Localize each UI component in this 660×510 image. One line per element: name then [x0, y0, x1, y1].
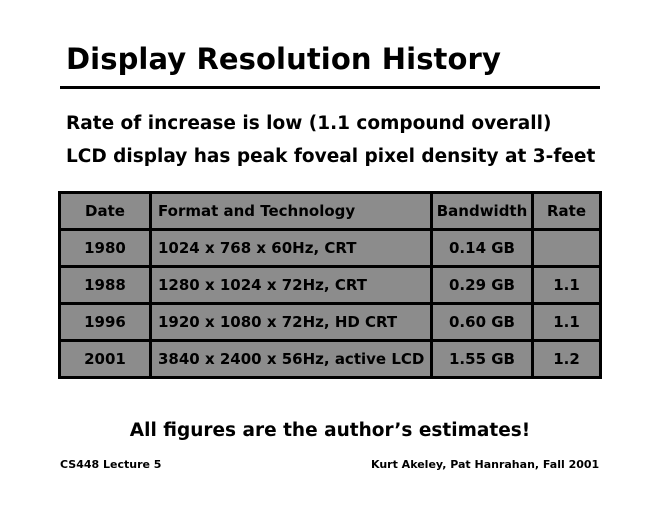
- cell-format: 1920 x 1080 x 72Hz, HD CRT: [149, 302, 433, 342]
- cell-rate: 1.2: [531, 339, 602, 379]
- cell-date: 1996: [58, 302, 152, 342]
- slide-title: Display Resolution History: [66, 42, 501, 76]
- footer-authors: Kurt Akeley, Pat Hanrahan, Fall 2001: [371, 458, 600, 471]
- cell-bandwidth: 0.29 GB: [430, 265, 534, 305]
- header-date: Date: [58, 191, 152, 231]
- table-row: 1996 1920 x 1080 x 72Hz, HD CRT 0.60 GB …: [58, 302, 602, 342]
- footnote: All figures are the author’s estimates!: [129, 420, 531, 441]
- cell-rate: 1.1: [531, 265, 602, 305]
- table-row: 1980 1024 x 768 x 60Hz, CRT 0.14 GB: [58, 228, 602, 268]
- cell-bandwidth: 0.14 GB: [430, 228, 534, 268]
- cell-bandwidth: 0.60 GB: [430, 302, 534, 342]
- cell-date: 1980: [58, 228, 152, 268]
- cell-bandwidth: 1.55 GB: [430, 339, 534, 379]
- header-bandwidth: Bandwidth: [430, 191, 534, 231]
- table-header-row: Date Format and Technology Bandwidth Rat…: [58, 191, 602, 231]
- cell-format: 3840 x 2400 x 56Hz, active LCD: [149, 339, 433, 379]
- bullet-point: LCD display has peak foveal pixel densit…: [66, 146, 596, 167]
- cell-rate: 1.1: [531, 302, 602, 342]
- footer-course: CS448 Lecture 5: [60, 458, 162, 471]
- cell-rate: [531, 228, 602, 268]
- resolution-table: Date Format and Technology Bandwidth Rat…: [58, 191, 602, 379]
- table-row: 2001 3840 x 2400 x 56Hz, active LCD 1.55…: [58, 339, 602, 379]
- cell-date: 1988: [58, 265, 152, 305]
- table-row: 1988 1280 x 1024 x 72Hz, CRT 0.29 GB 1.1: [58, 265, 602, 305]
- cell-format: 1024 x 768 x 60Hz, CRT: [149, 228, 433, 268]
- cell-format: 1280 x 1024 x 72Hz, CRT: [149, 265, 433, 305]
- header-rate: Rate: [531, 191, 602, 231]
- header-format: Format and Technology: [149, 191, 433, 231]
- cell-date: 2001: [58, 339, 152, 379]
- title-underline: [60, 86, 600, 89]
- bullet-point: Rate of increase is low (1.1 compound ov…: [66, 113, 552, 134]
